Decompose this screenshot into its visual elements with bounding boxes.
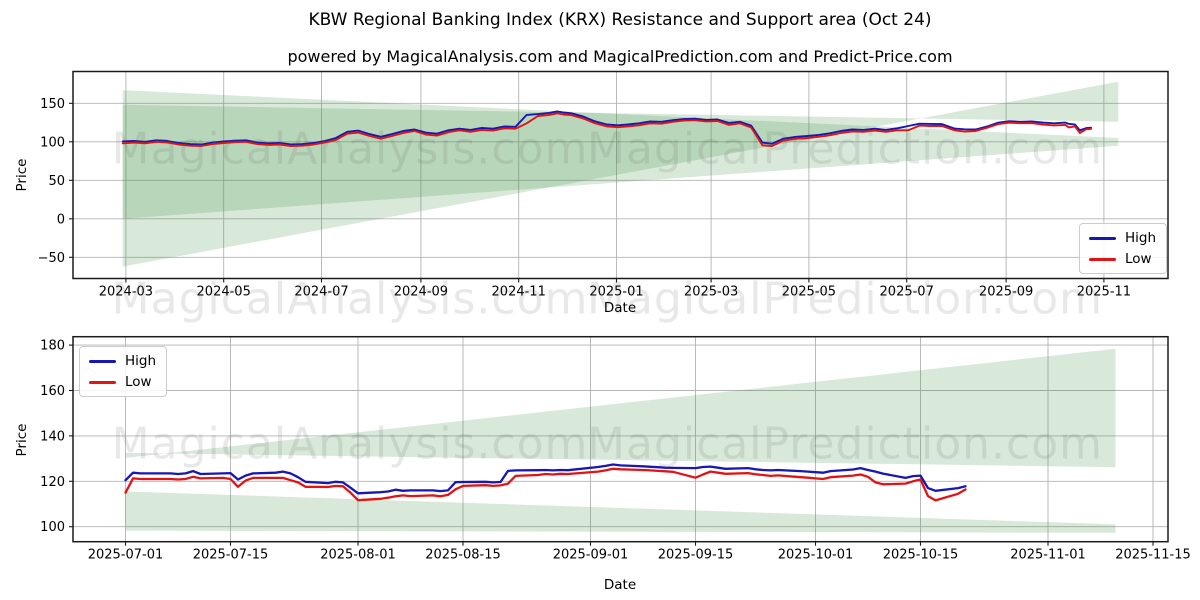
svg-text:2025-03: 2025-03 [684,285,738,300]
legend-entry-high: High [89,354,156,368]
svg-text:2025-07-15: 2025-07-15 [193,548,269,563]
svg-text:2025-09-01: 2025-09-01 [553,548,629,563]
svg-text:2025-01: 2025-01 [589,285,643,300]
svg-text:2025-10-15: 2025-10-15 [883,548,959,563]
legend-entry-high: High [1089,231,1156,245]
svg-text:2025-09-15: 2025-09-15 [658,548,734,563]
svg-text:2024-05: 2024-05 [197,285,251,300]
x-axis-label-bottom: Date [603,577,637,593]
legend-entry-low: Low [1089,252,1156,266]
low-line-swatch [1089,257,1116,261]
legend-entry-low: Low [89,375,156,389]
svg-text:2024-07: 2024-07 [294,285,348,300]
svg-text:100: 100 [40,135,65,150]
legend-label: Low [125,374,152,390]
legend-label: Low [1125,251,1152,267]
svg-text:2025-10-01: 2025-10-01 [778,548,854,563]
svg-text:50: 50 [48,174,65,189]
low-line-swatch [89,380,116,384]
svg-text:2025-07: 2025-07 [880,285,934,300]
figure-subtitle: powered by MagicalAnalysis.com and Magic… [287,47,953,66]
y-axis-label-bottom: Price [14,423,30,457]
figure-title: KBW Regional Banking Index (KRX) Resista… [308,10,932,30]
svg-text:0: 0 [57,212,65,227]
svg-text:2025-08-15: 2025-08-15 [425,548,501,563]
svg-text:100: 100 [40,520,65,535]
svg-text:2024-11: 2024-11 [492,285,546,300]
svg-text:2025-07-01: 2025-07-01 [88,548,164,563]
high-line-swatch [89,359,116,363]
svg-text:2025-11-15: 2025-11-15 [1115,548,1191,563]
svg-text:2024-09: 2024-09 [394,285,448,300]
legend-label: High [125,353,157,369]
high-line-swatch [1089,236,1116,240]
legend-bottom-chart: High Low [79,346,168,397]
svg-text:2024-03: 2024-03 [99,285,153,300]
svg-text:2025-08-01: 2025-08-01 [320,548,396,563]
svg-text:−50: −50 [38,251,65,266]
legend-top-chart: High Low [1079,223,1168,274]
svg-text:140: 140 [40,429,65,444]
svg-text:180: 180 [40,339,65,354]
svg-text:2025-09: 2025-09 [979,285,1033,300]
svg-text:160: 160 [40,384,65,399]
legend-label: High [1125,230,1157,246]
svg-text:2025-11: 2025-11 [1077,285,1131,300]
svg-text:2025-05: 2025-05 [782,285,836,300]
svg-text:2025-11-01: 2025-11-01 [1010,548,1086,563]
y-axis-label-top: Price [14,158,30,192]
x-axis-label-top: Date [603,300,637,316]
svg-text:120: 120 [40,475,65,490]
svg-text:150: 150 [40,97,65,112]
